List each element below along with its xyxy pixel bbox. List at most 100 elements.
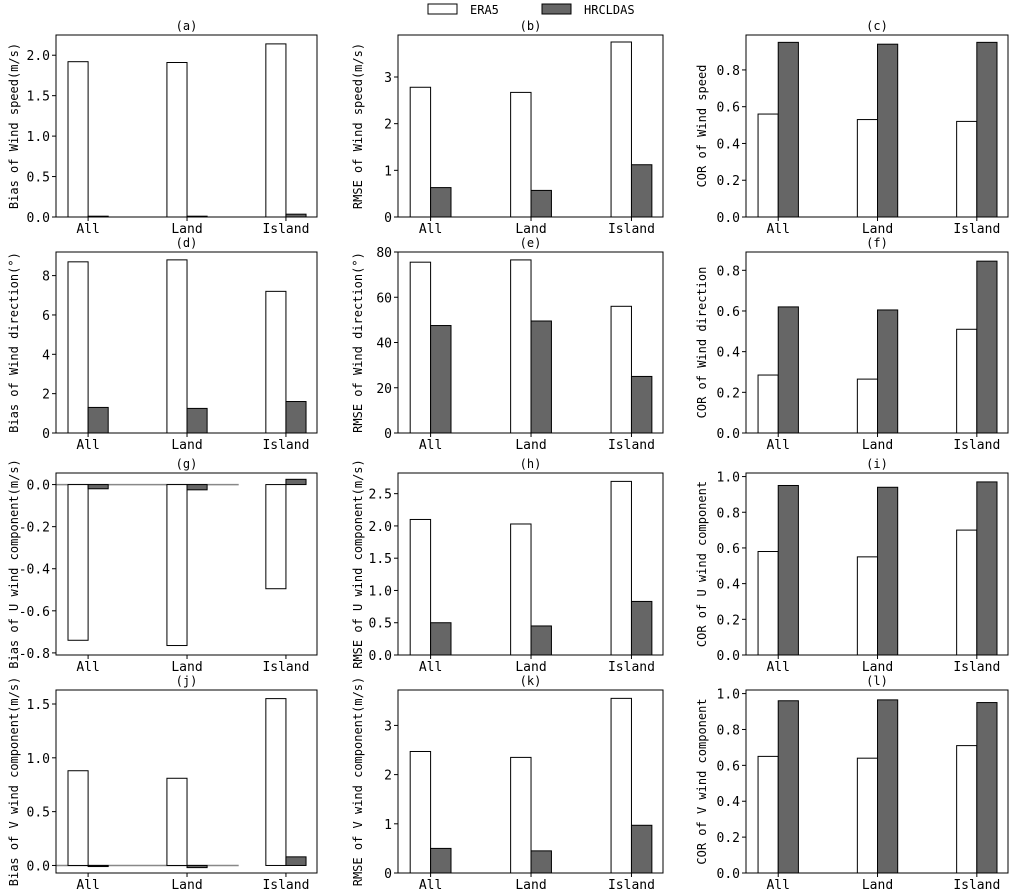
y-tick-label: 0.0 xyxy=(27,211,50,226)
bar-hrcldas-all xyxy=(87,484,109,490)
bar-era5-all xyxy=(757,113,779,218)
subplot-title: (c) xyxy=(866,19,888,33)
axes-frame xyxy=(55,689,318,874)
subplot-title: (j) xyxy=(176,674,198,688)
y-tick-label: 20 xyxy=(376,382,392,397)
bar-era5-all xyxy=(409,750,432,874)
x-tick-label: All xyxy=(419,222,442,237)
y-tick-label: 0.6 xyxy=(717,101,740,116)
x-tick-label: Land xyxy=(515,222,546,237)
bar-hrcldas-all xyxy=(87,864,109,868)
bar-hrcldas-land xyxy=(877,699,899,874)
axes-frame xyxy=(55,251,318,434)
y-tick-label: 0.4 xyxy=(717,346,741,361)
axes-frame xyxy=(55,34,318,218)
y-tick-label: 0.2 xyxy=(717,831,740,846)
subplot-f: 0.0 0.2 0.4 0.6 0.8 All Land Island (f) COR of Wi… xyxy=(695,236,1009,453)
bar-hrcldas-island xyxy=(630,164,653,218)
bar-era5-land xyxy=(510,91,532,218)
y-tick-label: 0.0 xyxy=(717,649,740,664)
subplot-k: 0 1 2 3 All Land Island (k) RMSE of V wind compo… xyxy=(351,674,664,893)
bar-hrcldas-land xyxy=(877,309,899,434)
bar-era5-land xyxy=(510,523,532,656)
y-tick-label: 0.5 xyxy=(27,806,50,821)
bar-era5-all xyxy=(757,755,779,874)
subplot-title: (l) xyxy=(866,674,888,688)
y-tick-label: 0.5 xyxy=(27,171,50,186)
bar-hrcldas-land xyxy=(530,625,552,656)
y-tick-label: 1 xyxy=(384,164,392,179)
y-axis-label: RMSE of U wind component(m/s) xyxy=(351,459,365,669)
x-tick-label: All xyxy=(419,878,442,893)
bar-hrcldas-all xyxy=(430,622,452,656)
y-tick-label: 1.0 xyxy=(27,752,50,767)
subplot-title: (d) xyxy=(176,236,198,250)
bar-hrcldas-all xyxy=(430,847,452,874)
x-tick-label: Land xyxy=(171,660,202,675)
axes-frame xyxy=(55,472,318,656)
bar-era5-land xyxy=(856,378,879,434)
bar-hrcldas-all xyxy=(430,325,452,434)
subplot-l: 0.0 0.2 0.4 0.6 0.8 1.0 All Land Island (l) COR of… xyxy=(695,674,1009,893)
x-tick-label: Land xyxy=(862,222,893,237)
bar-era5-all xyxy=(409,261,432,434)
subplot-h: 0.0 0.5 1.0 1.5 2.0 2.5 All Land Island (h) RMSE o… xyxy=(351,457,664,675)
bar-era5-all xyxy=(757,374,779,434)
y-tick-label: 1.5 xyxy=(27,698,50,713)
bar-hrcldas-all xyxy=(430,187,452,218)
legend-label-era5: ERA5 xyxy=(470,3,499,17)
y-tick-label: 2 xyxy=(384,118,392,133)
y-tick-label: 40 xyxy=(376,337,392,352)
bar-hrcldas-land xyxy=(186,407,208,434)
subplot-title: (h) xyxy=(520,457,542,471)
x-tick-label: Land xyxy=(862,660,893,675)
axes-frame xyxy=(397,689,664,874)
bar-era5-land xyxy=(856,757,879,874)
y-tick-label: 3 xyxy=(384,719,392,734)
x-tick-label: Island xyxy=(953,878,1000,893)
bar-era5-all xyxy=(409,86,432,218)
axes-frame xyxy=(745,472,1009,656)
bar-era5-all xyxy=(409,518,432,656)
subplot-title: (a) xyxy=(176,19,198,33)
x-tick-label: All xyxy=(766,438,789,453)
bar-hrcldas-land xyxy=(530,320,552,434)
bar-hrcldas-island xyxy=(976,481,998,656)
x-tick-label: Island xyxy=(608,878,655,893)
y-tick-label: 6 xyxy=(42,309,50,324)
subplot-title: (e) xyxy=(520,236,542,250)
y-tick-label: 0.0 xyxy=(27,859,50,874)
axes-frame xyxy=(745,689,1009,874)
x-tick-label: Land xyxy=(171,878,202,893)
bar-era5-land xyxy=(166,484,188,647)
y-axis-label: Bias of Wind direction(°) xyxy=(7,252,21,433)
x-tick-label: Island xyxy=(953,660,1000,675)
y-axis-label: Bias of V wind component(m/s) xyxy=(7,677,21,887)
y-tick-label: 80 xyxy=(376,246,392,261)
axes-frame xyxy=(745,251,1009,434)
legend-label-hrcldas: HRCLDAS xyxy=(584,3,635,17)
x-tick-label: All xyxy=(76,878,99,893)
y-tick-label: 1.5 xyxy=(369,552,392,567)
x-tick-label: All xyxy=(76,660,99,675)
y-tick-label: 1.5 xyxy=(27,90,50,105)
subplot-d: 0 2 4 6 8 All Land Island (d) Bias of Wind direct… xyxy=(7,236,318,453)
y-axis-label: RMSE of Wind speed(m/s) xyxy=(351,43,365,209)
bar-era5-land xyxy=(166,259,188,434)
bar-era5-land xyxy=(856,119,879,218)
bar-era5-all xyxy=(67,261,89,434)
bar-era5-island xyxy=(956,328,978,434)
subplot-a: 0.0 0.5 1.0 1.5 2.0 All Land Island (a) Bias of W… xyxy=(7,19,318,237)
y-tick-label: 0 xyxy=(42,427,50,442)
y-tick-label: 0.4 xyxy=(717,137,741,152)
y-axis-label: COR of V wind component xyxy=(695,698,709,864)
x-tick-label: Land xyxy=(171,222,202,237)
y-axis-label: Bias of Wind speed(m/s) xyxy=(7,43,21,209)
axes-frame xyxy=(397,472,664,656)
bar-hrcldas-island xyxy=(976,702,998,874)
y-tick-label: 0.0 xyxy=(717,211,740,226)
x-tick-label: All xyxy=(766,878,789,893)
bar-era5-all xyxy=(757,551,779,656)
y-tick-label: 0 xyxy=(384,867,392,882)
y-tick-label: 0.6 xyxy=(717,542,740,557)
